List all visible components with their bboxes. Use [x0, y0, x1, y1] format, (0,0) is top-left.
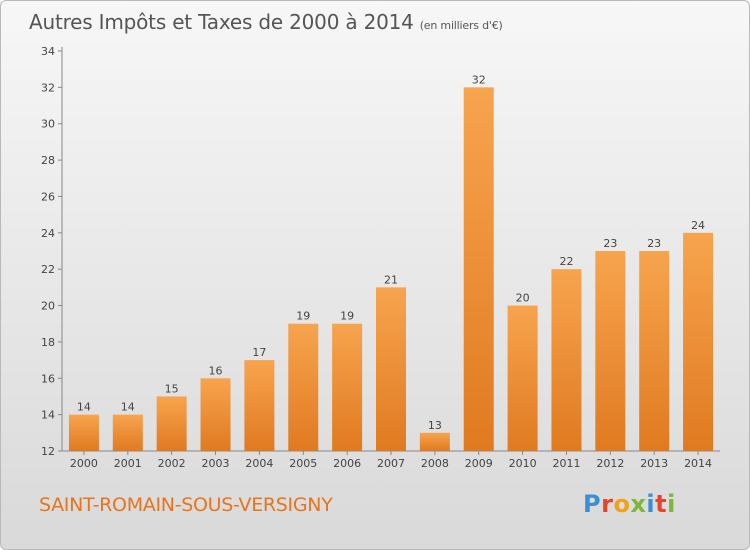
- logo-letter: P: [583, 490, 602, 518]
- bar-value-label: 22: [559, 255, 573, 268]
- bar: [551, 269, 582, 451]
- chart-title-text: Autres Impôts et Taxes de 2000 à 2014: [29, 10, 414, 34]
- bar-value-label: 14: [77, 401, 91, 414]
- bar: [244, 360, 275, 451]
- bar-value-label: 21: [384, 273, 398, 286]
- bar-value-label: 19: [296, 310, 310, 323]
- bar: [639, 251, 670, 451]
- bar: [156, 396, 187, 451]
- commune-name: SAINT-ROMAIN-SOUS-VERSIGNY: [39, 494, 333, 516]
- y-tick-label: 16: [41, 372, 55, 385]
- y-tick-label: 28: [41, 154, 55, 167]
- y-tick-label: 26: [41, 190, 55, 203]
- bar: [376, 287, 406, 451]
- chart-title: Autres Impôts et Taxes de 2000 à 2014 (en…: [29, 10, 503, 34]
- proxiti-logo: Proxiti: [583, 490, 676, 518]
- chart-subtitle: (en milliers d'€): [419, 19, 503, 32]
- bar-value-label: 23: [603, 237, 617, 250]
- bar-value-label: 19: [340, 310, 354, 323]
- bar-value-label: 15: [165, 382, 179, 395]
- x-tick-label: 2007: [377, 457, 405, 470]
- y-tick-label: 12: [41, 445, 55, 458]
- logo-letter: x: [630, 490, 647, 518]
- bar: [463, 87, 494, 451]
- x-tick-label: 2014: [684, 457, 712, 470]
- x-tick-label: 2003: [202, 457, 230, 470]
- bar: [507, 305, 538, 451]
- bar-value-label: 13: [428, 419, 442, 432]
- bar-value-label: 23: [647, 237, 661, 250]
- y-tick-label: 32: [41, 81, 55, 94]
- bar: [332, 323, 363, 451]
- logo-letter: r: [601, 490, 614, 518]
- logo-letter: o: [613, 490, 631, 518]
- x-tick-label: 2002: [158, 457, 186, 470]
- bar: [112, 414, 143, 451]
- logo-letter: t: [655, 490, 668, 518]
- bar-value-label: 16: [209, 364, 223, 377]
- x-tick-label: 2012: [596, 457, 624, 470]
- x-tick-label: 2010: [509, 457, 537, 470]
- y-tick-label: 20: [41, 300, 55, 313]
- y-tick-label: 22: [41, 263, 55, 276]
- bar: [288, 323, 319, 451]
- x-tick-label: 2000: [70, 457, 98, 470]
- y-tick-label: 34: [41, 45, 55, 58]
- bar: [595, 251, 626, 451]
- x-tick-label: 2001: [114, 457, 142, 470]
- logo-letter: i: [667, 490, 676, 518]
- bar: [68, 414, 99, 451]
- x-tick-label: 2006: [333, 457, 361, 470]
- bar: [683, 232, 714, 451]
- logo-letter: i: [646, 490, 656, 518]
- y-tick-label: 18: [41, 336, 55, 349]
- bar: [419, 432, 450, 451]
- bar: [200, 378, 231, 451]
- bar-value-label: 17: [252, 346, 266, 359]
- x-tick-label: 2013: [640, 457, 668, 470]
- y-tick-label: 30: [41, 118, 55, 131]
- x-tick-label: 2011: [552, 457, 580, 470]
- y-tick-label: 14: [41, 409, 55, 422]
- bar-value-label: 24: [691, 219, 705, 232]
- y-tick-label: 24: [41, 227, 55, 240]
- bar-value-label: 14: [121, 401, 135, 414]
- bar-value-label: 32: [472, 73, 486, 86]
- x-tick-label: 2009: [465, 457, 493, 470]
- x-tick-label: 2005: [289, 457, 317, 470]
- x-tick-label: 2008: [421, 457, 449, 470]
- bar-value-label: 20: [516, 292, 530, 305]
- x-tick-label: 2004: [245, 457, 273, 470]
